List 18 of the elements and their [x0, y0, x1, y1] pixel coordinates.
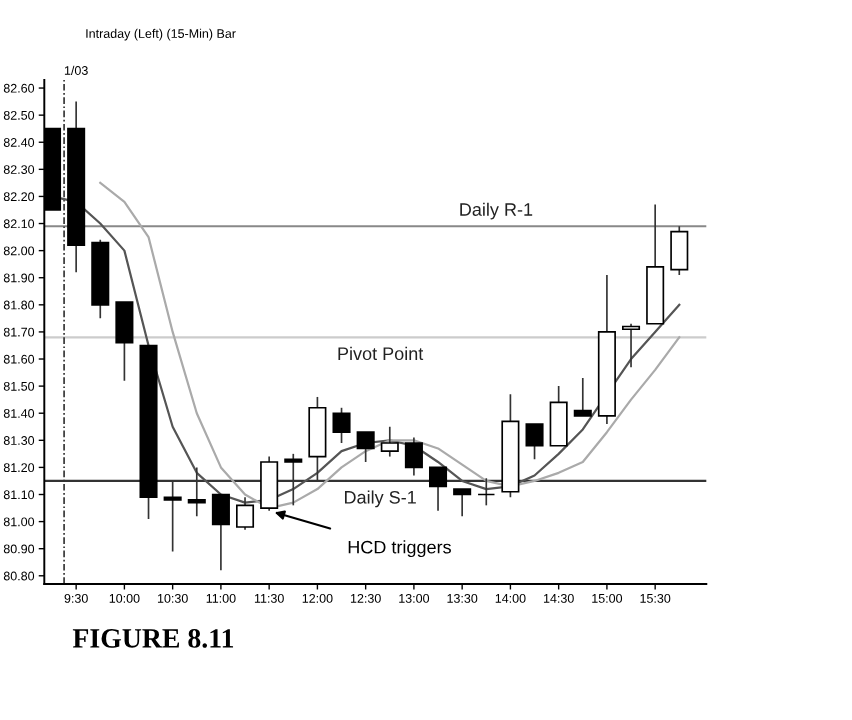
candlestick: [115, 301, 134, 382]
candlestick: [525, 423, 544, 461]
candlestick: [211, 493, 230, 572]
ref-line-label: Daily S-1: [344, 490, 416, 508]
ref-line-label: Pivot Point: [338, 346, 424, 361]
candlestick: [453, 488, 472, 518]
candlestick: [332, 406, 351, 444]
candlestick: [549, 385, 568, 447]
candlestick: [573, 377, 592, 417]
candlestick: [356, 431, 375, 463]
candlestick: [670, 225, 689, 276]
candlestick: [380, 425, 399, 458]
candlestick: [404, 436, 423, 477]
candlestick: [621, 322, 641, 368]
ref-line-label: Daily R-1: [460, 202, 533, 220]
caption: FIGURE 8.11: [72, 629, 234, 648]
candlestick: [235, 496, 255, 531]
annotation: HCD triggers: [348, 540, 451, 558]
